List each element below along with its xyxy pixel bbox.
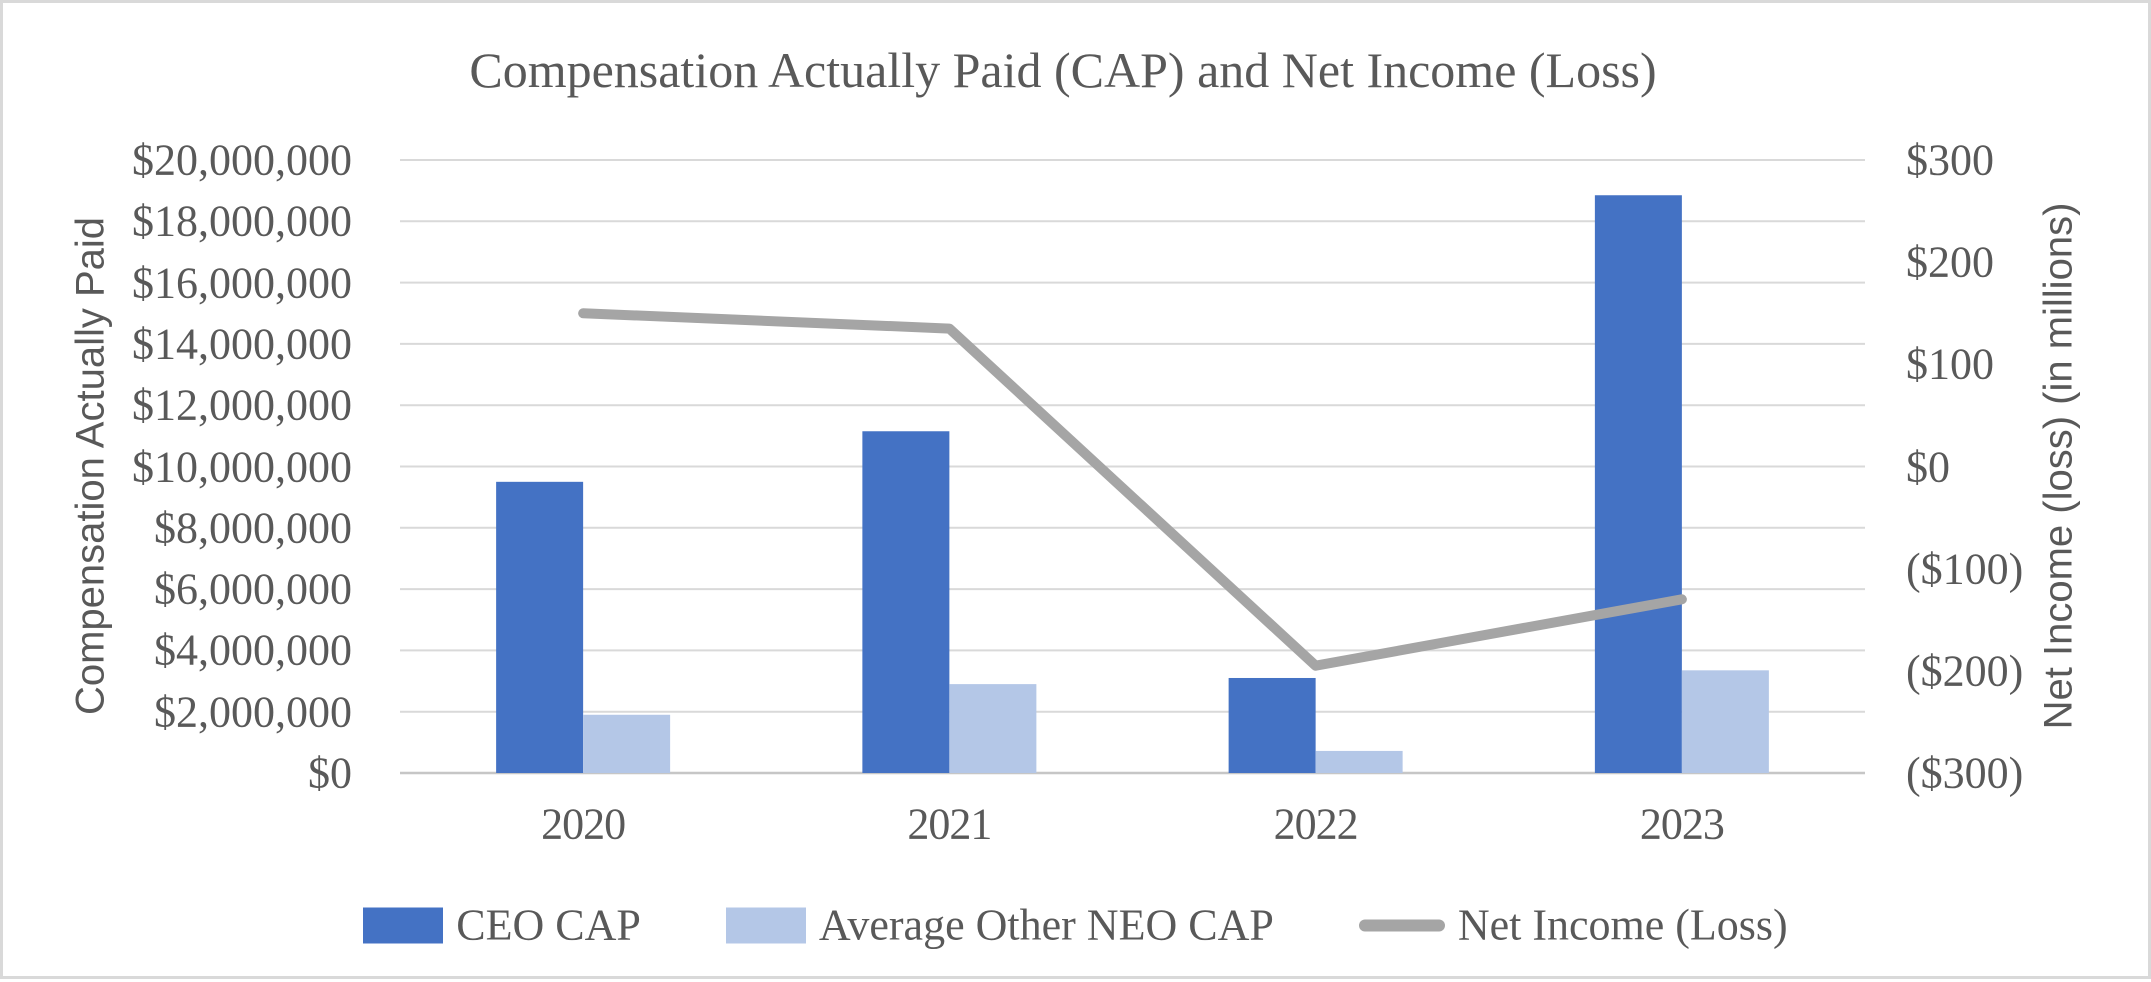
bar-ceo-cap-2020 bbox=[496, 481, 584, 773]
bar-average-other-neo-cap-2021 bbox=[949, 684, 1037, 773]
x-axis-label-2022: 2022 bbox=[1273, 799, 1359, 849]
right-axis-tick: ($100) bbox=[1906, 544, 2024, 594]
left-axis-tick: $20,000,000 bbox=[132, 135, 352, 185]
left-axis-tick: $6,000,000 bbox=[154, 564, 352, 614]
legend-bar-swatch-ceo-cap bbox=[363, 907, 444, 943]
left-axis-tick: $8,000,000 bbox=[154, 503, 352, 553]
left-axis-tick: $10,000,000 bbox=[132, 442, 352, 491]
plot-area bbox=[400, 159, 1865, 775]
legend-item-net-income-loss: Net Income (Loss) bbox=[1358, 900, 1788, 951]
right-axis-title: Net Income (loss) (in millions) bbox=[2036, 202, 2081, 730]
bar-average-other-neo-cap-2020 bbox=[583, 714, 671, 773]
legend-label-ceo-cap: CEO CAP bbox=[456, 900, 641, 950]
chart-title: Compensation Actually Paid (CAP) and Net… bbox=[469, 42, 1657, 98]
right-axis-tick: $200 bbox=[1906, 237, 1994, 287]
left-axis-tick: $4,000,000 bbox=[154, 625, 352, 675]
right-axis-tick: ($200) bbox=[1906, 646, 2024, 696]
right-axis-tick: $0 bbox=[1906, 442, 1950, 491]
x-axis-label-2021: 2021 bbox=[907, 799, 992, 849]
left-axis-tick: $0 bbox=[308, 748, 352, 798]
bar-average-other-neo-cap-2023 bbox=[1681, 670, 1769, 773]
right-axis-tick: $300 bbox=[1906, 135, 1994, 185]
right-axis-tick: ($300) bbox=[1906, 748, 2024, 798]
bar-average-other-neo-cap-2022 bbox=[1315, 750, 1403, 773]
legend-label-net-income-loss: Net Income (Loss) bbox=[1457, 900, 1788, 950]
left-axis-title: Compensation Actually Paid bbox=[68, 216, 113, 716]
legend-item-ceo-cap: CEO CAP bbox=[363, 900, 641, 951]
legend-label-avg-other-neo-cap: Average Other NEO CAP bbox=[818, 900, 1274, 950]
right-axis-tick: $100 bbox=[1906, 339, 1994, 389]
legend: CEO CAP Average Other NEO CAP Net Income… bbox=[3, 900, 2148, 951]
legend-bar-swatch-avg-other-neo-cap bbox=[725, 907, 806, 943]
left-axis-tick: $2,000,000 bbox=[154, 687, 352, 737]
bar-ceo-cap-2022 bbox=[1228, 677, 1316, 773]
x-axis-label-2020: 2020 bbox=[541, 799, 626, 849]
bar-ceo-cap-2023 bbox=[1594, 195, 1682, 773]
x-axis-label-2023: 2023 bbox=[1639, 799, 1725, 849]
legend-line-swatch-net-income-loss bbox=[1358, 919, 1445, 931]
left-axis-tick: $18,000,000 bbox=[132, 196, 352, 246]
bar-ceo-cap-2021 bbox=[862, 431, 950, 773]
left-axis-tick: $12,000,000 bbox=[132, 380, 352, 430]
left-axis-tick: $14,000,000 bbox=[132, 319, 352, 369]
line-net-income-loss- bbox=[578, 308, 1687, 671]
legend-item-avg-other-neo-cap: Average Other NEO CAP bbox=[725, 900, 1274, 951]
left-axis-tick: $16,000,000 bbox=[132, 258, 352, 308]
